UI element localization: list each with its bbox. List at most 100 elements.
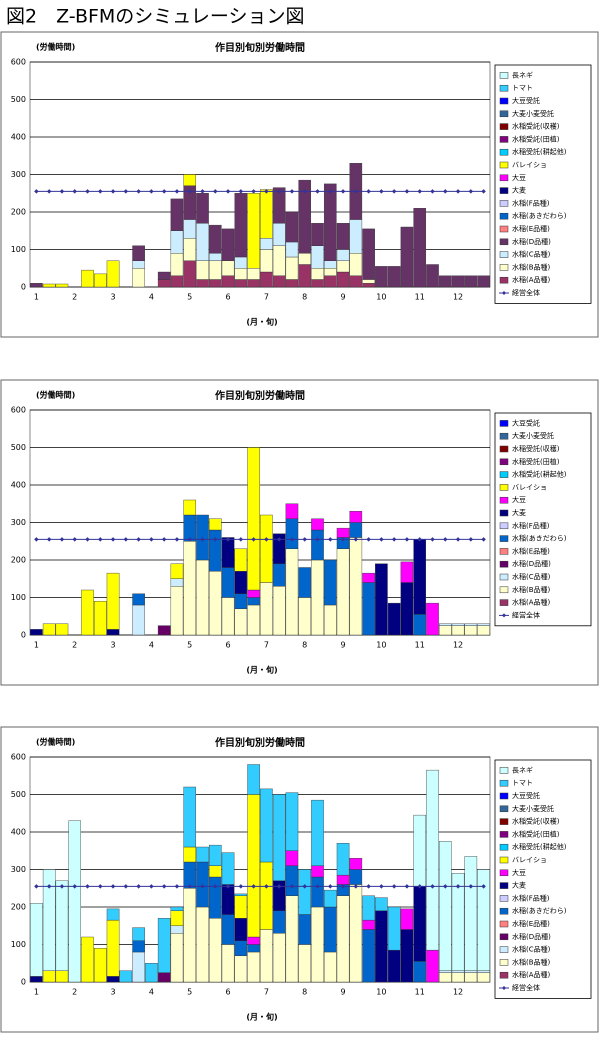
bar	[183, 888, 197, 983]
legend-label: 大麦	[512, 508, 526, 517]
bar	[106, 572, 120, 630]
y-tick-label: 0	[21, 978, 26, 987]
x-tick-label: 7	[264, 293, 269, 302]
line-marker	[251, 884, 256, 889]
bar	[183, 174, 197, 186]
line-marker	[136, 189, 141, 194]
line-marker	[264, 884, 269, 889]
legend-swatch	[499, 971, 509, 979]
bar	[336, 249, 350, 261]
bar	[183, 499, 197, 516]
bar	[323, 951, 337, 983]
legend-swatch	[499, 110, 509, 118]
legend-label: 水稲(F品種)	[512, 198, 550, 207]
line-marker	[391, 189, 397, 194]
bar	[323, 559, 337, 606]
x-tick-label: 7	[264, 641, 269, 650]
legend-box	[494, 64, 592, 304]
legend-swatch	[499, 560, 509, 568]
bar	[451, 275, 465, 288]
line-marker	[353, 884, 359, 889]
line-marker	[455, 537, 461, 542]
x-tick-label: 12	[453, 641, 463, 650]
bar	[477, 275, 490, 288]
legend-swatch	[499, 792, 509, 800]
bar	[349, 869, 363, 885]
legend-swatch	[499, 767, 509, 774]
legend-label: 水稲(A品種)	[512, 970, 551, 979]
line-marker	[468, 884, 474, 889]
legend-label: 大麦小麦受託	[512, 109, 554, 118]
line-marker	[136, 884, 141, 889]
bar	[464, 856, 478, 971]
chart-title: 作目別旬別労働時間	[215, 389, 305, 402]
line-marker	[315, 189, 320, 194]
bar	[464, 970, 478, 973]
legend-label: 水稲(F品種)	[512, 893, 550, 902]
x-tick-label: 5	[187, 293, 192, 302]
line-marker	[238, 189, 244, 194]
bar	[362, 895, 375, 921]
bar	[221, 537, 235, 568]
bar	[413, 208, 427, 288]
bar	[323, 183, 337, 261]
bar	[234, 279, 248, 288]
legend-label: 大麦	[512, 186, 526, 195]
bar	[157, 972, 171, 983]
legend-swatch	[499, 148, 509, 156]
bar	[438, 623, 452, 626]
bar	[196, 260, 209, 280]
bar	[349, 858, 363, 870]
legend-swatch	[499, 831, 509, 838]
x-tick-label: 2	[72, 988, 77, 997]
legend-swatch	[499, 573, 509, 581]
legend-swatch	[499, 882, 509, 889]
legend-label: 水稲受託(収穫)	[512, 817, 560, 826]
line-marker	[328, 189, 333, 194]
line-marker	[417, 189, 422, 194]
line-marker	[443, 189, 448, 194]
legend-swatch	[499, 779, 509, 787]
x-tick-label: 11	[415, 988, 425, 997]
bar	[247, 597, 260, 606]
legend-label: 経営全体	[512, 983, 540, 992]
line-marker	[238, 884, 244, 889]
line-marker	[46, 537, 52, 542]
line-marker	[251, 189, 256, 194]
bar	[81, 589, 94, 636]
bar	[477, 625, 490, 636]
legend-label: 水稲受託(田植)	[512, 134, 560, 143]
legend-swatch	[499, 586, 509, 594]
bar	[170, 253, 184, 276]
bar	[438, 625, 452, 636]
bar	[106, 976, 120, 983]
legend-label: バレイショ	[512, 483, 547, 491]
bar	[234, 893, 248, 896]
legend-swatch	[499, 72, 509, 79]
legend-swatch	[499, 84, 509, 92]
bar	[311, 529, 324, 561]
bar	[413, 539, 427, 615]
line-marker	[417, 537, 422, 542]
line-marker	[468, 537, 474, 542]
bar	[323, 604, 337, 636]
bar	[170, 906, 184, 911]
line-marker	[353, 537, 359, 542]
bar	[451, 970, 465, 973]
bar	[183, 238, 197, 261]
bar	[464, 623, 478, 626]
line-marker	[468, 189, 474, 194]
bar	[247, 193, 260, 269]
bar	[349, 522, 363, 538]
bar	[285, 850, 299, 866]
line-marker	[72, 537, 77, 542]
bar	[196, 906, 209, 983]
legend-label: 水稲受託(耕起他)	[512, 842, 567, 851]
bar	[132, 268, 145, 288]
line-marker	[161, 884, 167, 889]
bar	[400, 582, 414, 636]
bar	[106, 908, 120, 921]
bar	[477, 970, 490, 973]
bar	[362, 929, 375, 983]
bar	[272, 245, 286, 276]
